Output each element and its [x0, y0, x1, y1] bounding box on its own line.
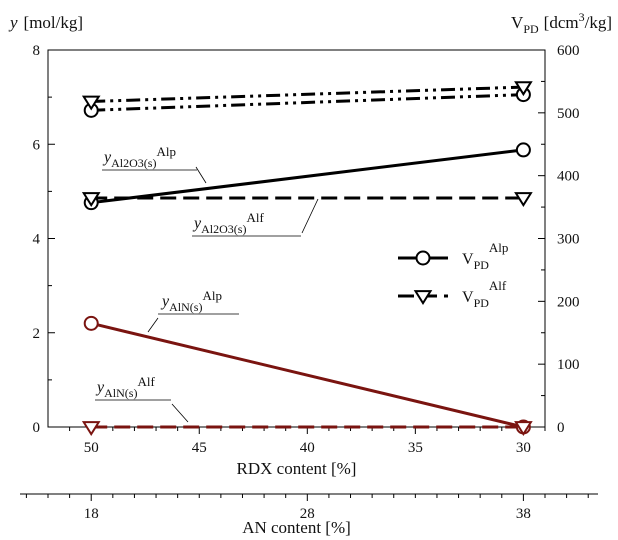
- x2-axis-title: AN content [%]: [242, 518, 351, 537]
- x-tick-label: 45: [192, 440, 207, 456]
- legend-label: VPD Alp: [462, 240, 508, 272]
- right-y-axis: 0 100 200 300 400 500 600: [538, 43, 580, 436]
- left-y-axis: 0 2 4 6 8: [33, 43, 55, 436]
- annotation-sup: Alp: [202, 288, 222, 303]
- circle-marker: [515, 142, 531, 158]
- triangle-marker: [81, 192, 101, 207]
- annotation-sub: AlN(s): [104, 386, 137, 400]
- triangle-marker: [514, 192, 533, 207]
- right-axis-sub: PD: [523, 22, 539, 36]
- annotation-sup: Alp: [156, 144, 176, 159]
- x-axis-title: RDX content [%]: [237, 459, 357, 478]
- annotation-base: y: [102, 149, 112, 166]
- right-tick-label: 400: [557, 169, 580, 185]
- annotation-text: yAlN(s)Alp: [160, 288, 222, 314]
- legend-base: V: [462, 251, 474, 268]
- legend-sub: PD: [474, 296, 490, 310]
- left-tick-label: 2: [33, 326, 41, 342]
- series-line-1: [91, 93, 524, 112]
- x2-tick-label: 38: [516, 506, 531, 522]
- right-tick-label: 100: [557, 357, 580, 373]
- left-axis-symbol: y: [8, 13, 18, 32]
- right-axis-unit-sup: 3: [579, 10, 585, 24]
- legend-sup: Alp: [489, 240, 509, 255]
- annotation-label: yAl2O3(s)Alf: [192, 198, 319, 237]
- left-tick-label: 8: [33, 43, 41, 59]
- series-markers: [81, 81, 533, 437]
- right-axis-unit: [dcm: [544, 13, 579, 32]
- triangle-marker: [81, 95, 101, 111]
- triangle-marker: [514, 81, 533, 97]
- annotation-sub: Al2O3(s): [201, 222, 246, 236]
- right-axis-unit-end: /kg]: [585, 13, 612, 32]
- annotation-text: yAlN(s)Alf: [95, 374, 155, 400]
- x-tick-label: 40: [300, 440, 315, 456]
- triangle-marker: [413, 290, 433, 306]
- annotation-sup: Alf: [246, 210, 264, 225]
- plot-border: [47, 49, 546, 428]
- triangle-marker: [514, 421, 533, 437]
- plot-frame: [47, 49, 546, 428]
- series-line-5: [90, 321, 524, 429]
- right-axis-symbol: V: [511, 13, 524, 32]
- annotation-leader: [147, 317, 159, 333]
- annotation-base: y: [192, 215, 202, 232]
- annotation-leader: [195, 166, 207, 184]
- legend-base: V: [462, 289, 474, 306]
- annotation-label: yAlN(s)Alp: [147, 288, 239, 333]
- annotation-leader: [301, 198, 319, 234]
- left-axis-unit: [mol/kg]: [24, 13, 84, 32]
- legend-sup: Alf: [489, 278, 507, 293]
- legend-label: VPD Alf: [462, 278, 507, 310]
- legend-entry: VPD Alp: [398, 240, 508, 272]
- annotation-leader: [171, 403, 189, 423]
- right-tick-label: 600: [557, 43, 580, 59]
- circle-marker: [415, 250, 431, 266]
- right-tick-label: 0: [557, 420, 565, 436]
- series-line-2: [91, 85, 524, 104]
- annotation-base: y: [160, 293, 170, 310]
- left-axis-title: y [mol/kg]: [8, 13, 83, 32]
- right-axis-title: VPD [dcm3/kg]: [511, 10, 612, 36]
- legend-entry: VPD Alf: [398, 278, 507, 310]
- axis-titles: y [mol/kg] VPD [dcm3/kg]RDX content [%]AN c…: [8, 10, 612, 537]
- triangle-marker: [81, 421, 101, 437]
- x-tick-label: 35: [408, 440, 423, 456]
- annotation-sub: AlN(s): [169, 300, 202, 314]
- right-tick-label: 500: [557, 106, 580, 122]
- series-line-3: [91, 148, 524, 205]
- x-axis-an: 18 28 38: [20, 493, 598, 522]
- annotation-text: yAl2O3(s)Alf: [192, 210, 264, 236]
- circle-marker: [83, 315, 99, 331]
- right-tick-label: 200: [557, 294, 580, 310]
- series-lines: [90, 85, 524, 429]
- annotation-sup: Alf: [137, 374, 155, 389]
- annotation-sub: Al2O3(s): [111, 156, 156, 170]
- left-tick-label: 6: [33, 137, 41, 153]
- legend-sub: PD: [474, 258, 490, 272]
- x2-tick-label: 18: [84, 506, 99, 522]
- x-axis-rdx: 50 45 40 35 30: [69, 427, 546, 456]
- right-tick-label: 300: [557, 232, 580, 248]
- x2-tick-label: 28: [300, 506, 315, 522]
- x-tick-label: 50: [84, 440, 99, 456]
- annotation-label: yAlN(s)Alf: [95, 374, 189, 423]
- annotation-base: y: [95, 379, 105, 396]
- annotation-label: yAl2O3(s)Alp: [102, 144, 207, 184]
- x-tick-label: 30: [516, 440, 531, 456]
- annotation-text: yAl2O3(s)Alp: [102, 144, 176, 170]
- left-tick-label: 0: [33, 420, 41, 436]
- annotations: yAl2O3(s)AlpyAl2O3(s)AlfyAlN(s)AlpyAlN(s…: [95, 144, 319, 423]
- left-tick-label: 4: [33, 232, 41, 248]
